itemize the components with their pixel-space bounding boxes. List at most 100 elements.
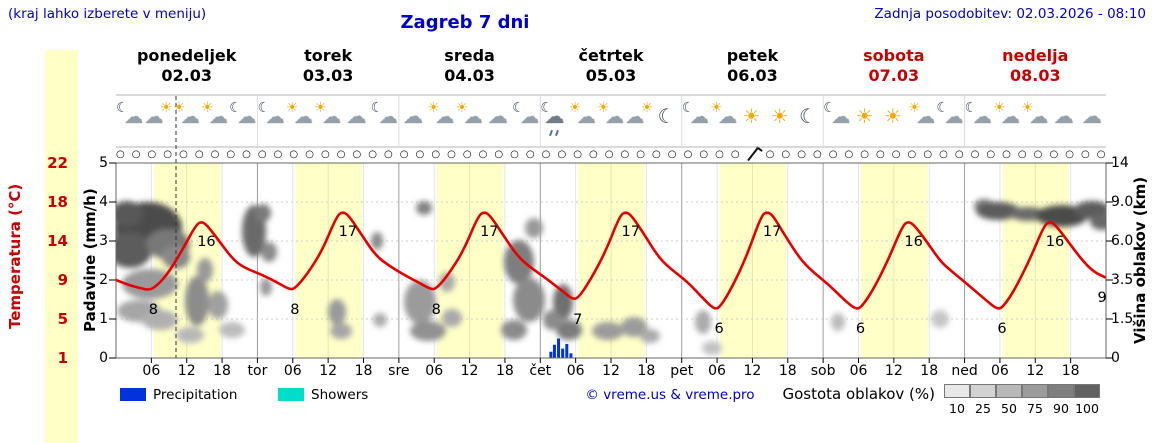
cloud-density-label: Gostota oblakov (%) xyxy=(782,385,935,403)
density-scale-cell xyxy=(996,384,1022,398)
weather-icon-sun: ☀ xyxy=(880,98,908,146)
wind-calm-icon: ○ xyxy=(844,148,854,160)
cloud-blob xyxy=(543,310,561,330)
precipitation-bar xyxy=(557,338,561,358)
weather-icon-sun-cloud: ☀ ☁ xyxy=(314,98,342,146)
cloud-blob xyxy=(142,310,178,330)
time-tick-label: 18 xyxy=(778,363,797,379)
wind-calm-icon: ○ xyxy=(715,148,724,160)
cloud-blob xyxy=(330,323,352,339)
weather-icon-moon-cloud: ☾ ☁ xyxy=(682,98,710,146)
weather-icon-moon-cloud: ☾ ☁ xyxy=(512,98,540,146)
temperature-value-label: 16 xyxy=(197,233,216,250)
wind-calm-icon: ○ xyxy=(781,148,791,160)
cloud-blob xyxy=(592,322,624,340)
time-tick-label: 06 xyxy=(425,363,444,379)
day-header: torek 03.03 xyxy=(258,46,398,86)
wind-row: ○ ○ ○ ○ ○ ○ ○ ○ ○ ○ ○ ○ ○ ○ ○ ○ ○ ○ ○ ○ ○ ○ ○ ○ ○ ○ ○ ○ ○ ○ ○ ○ ○ ○ ○ ○ ○ ○ ○ ○… xyxy=(116,146,1106,161)
cloud-blob xyxy=(1090,214,1106,230)
weather-icon-rain-cloud: ☾ ☁ xyxy=(540,98,568,146)
cloud-blob xyxy=(410,321,446,341)
day-name: četrtek xyxy=(578,46,644,65)
weather-icon-moon-cloud: ☾ ☁ xyxy=(116,98,144,146)
weather-icon-sun-cloud: ☀ ☁ xyxy=(569,98,597,146)
cloud-blob xyxy=(525,218,543,238)
wind-calm-icon: ○ xyxy=(352,148,362,160)
weather-icon-sun-cloud: ☀ ☁ xyxy=(1021,98,1049,146)
time-tick-label: 18 xyxy=(1061,363,1080,379)
wind-calm-icon: ○ xyxy=(683,148,693,160)
cloud-blob xyxy=(371,232,383,250)
cloud-height-tick-label: 14 xyxy=(1111,155,1129,171)
cloud-icon: ☁ xyxy=(180,106,200,128)
wind-calm-icon: ○ xyxy=(478,148,488,160)
sun-icon: ☀ xyxy=(285,100,299,116)
day-tick-label: čet xyxy=(529,363,552,379)
wind-calm-icon: ○ xyxy=(242,148,251,160)
cloud-blob xyxy=(695,310,711,334)
wind-calm-icon: ○ xyxy=(573,148,582,160)
cloud-icon: ☁ xyxy=(322,106,342,128)
wind-calm-icon: ○ xyxy=(494,148,504,160)
day-header: nedelja 08.03 xyxy=(965,46,1105,86)
precipitation-swatch xyxy=(120,388,146,401)
moon-icon: ☾ xyxy=(540,100,553,116)
wind-calm-icon: ○ xyxy=(860,148,869,160)
day-date: 08.03 xyxy=(1009,66,1061,85)
copyright-link[interactable]: © vreme.us & vreme.pro xyxy=(585,387,755,403)
cloud-blob xyxy=(702,341,722,355)
cloud-blob xyxy=(404,280,436,324)
showers-swatch xyxy=(278,388,304,401)
wind-calm-icon: ○ xyxy=(1017,148,1027,160)
precipitation-bar xyxy=(569,353,573,358)
weather-icon-sun-cloud: ☀ ☁ xyxy=(427,98,455,146)
moon-icon: ☾ xyxy=(964,100,978,116)
daylight-band xyxy=(295,163,363,358)
cloud-blob xyxy=(208,291,228,319)
weather-icon-sun: ☀ xyxy=(852,98,880,146)
wind-calm-icon: ○ xyxy=(954,148,964,160)
cloud-icon: ☁ xyxy=(463,106,483,128)
density-scale-cell xyxy=(970,384,996,398)
cloud-height-axis-label: Višina oblakov (km) xyxy=(1131,176,1149,345)
cloud-blob xyxy=(831,313,845,331)
time-tick-label: 06 xyxy=(142,363,161,379)
temperature-tick-label: 14 xyxy=(47,232,68,250)
cloud-blob xyxy=(931,310,949,328)
cloud-blob xyxy=(416,201,432,215)
temperature-value-label: 16 xyxy=(904,233,923,250)
wind-calm-icon: ○ xyxy=(179,148,188,160)
cloud-blob xyxy=(373,313,387,327)
precipitation-tick-label: 3 xyxy=(99,233,108,249)
weather-icon-sun: ☀ xyxy=(738,98,766,146)
wind-calm-icon: ○ xyxy=(462,148,472,160)
density-scale-value: 50 xyxy=(1001,401,1017,416)
weather-icon-cloud: ☁ xyxy=(1078,98,1106,146)
precipitation-tick-label: 2 xyxy=(99,272,108,288)
cloud-icon: ☁ xyxy=(435,106,455,128)
last-update: Zadnja posodobitev: 02.03.2026 - 08:10 xyxy=(874,6,1146,22)
cloud-icon: ☁ xyxy=(124,106,144,128)
temperature-value-label: 8 xyxy=(290,301,300,318)
cloud-blob xyxy=(260,278,272,296)
weather-icon-sun-cloud: ☀ ☁ xyxy=(993,98,1021,146)
wind-calm-icon: ○ xyxy=(447,148,456,160)
cloud-height-tick-label: 9.0 xyxy=(1111,194,1134,210)
day-tick-label: pet xyxy=(670,363,694,379)
cloud-height-tick-label: 0 xyxy=(1111,350,1120,366)
wind-calm-icon: ○ xyxy=(525,148,535,160)
time-tick-label: 12 xyxy=(884,363,903,379)
weather-icon-moon-cloud: ☾ ☁ xyxy=(823,98,851,146)
temperature-tick-label: 22 xyxy=(47,154,68,172)
daylight-band xyxy=(436,163,504,358)
weather-icon-cloud: ☁ xyxy=(484,98,512,146)
cloud-icon: ☁ xyxy=(1029,106,1049,128)
sun-icon: ☀ xyxy=(427,100,440,116)
wind-calm-icon: ○ xyxy=(765,148,775,160)
day-name: nedelja xyxy=(1002,46,1069,65)
moon-icon: ☾ xyxy=(257,100,271,116)
wind-calm-icon: ○ xyxy=(210,148,220,160)
temperature-value-label: 17 xyxy=(480,223,499,240)
wind-calm-icon: ○ xyxy=(891,148,901,160)
